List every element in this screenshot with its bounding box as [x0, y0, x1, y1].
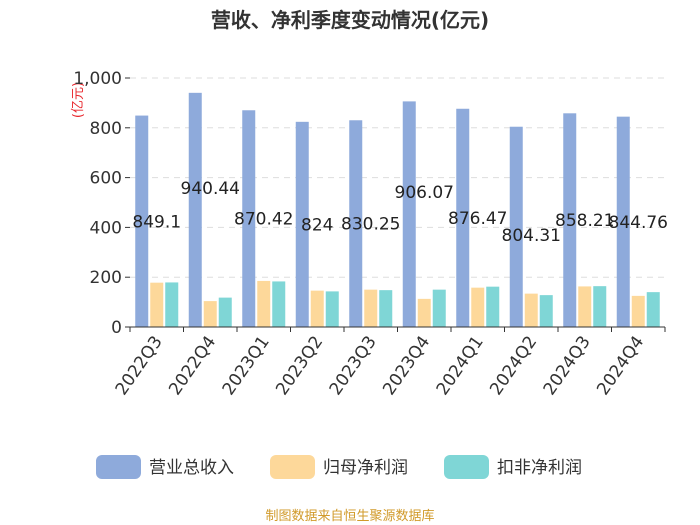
data-label: 849.1 [132, 212, 181, 232]
x-tick-label: 2023Q4 [379, 332, 434, 399]
bar-扣非净利润-2024Q4 [646, 292, 660, 327]
data-label: 830.25 [341, 215, 400, 235]
x-tick-label: 2023Q2 [272, 332, 327, 399]
x-tick-label: 2022Q4 [165, 332, 220, 399]
bar-扣非净利润-2024Q2 [539, 295, 553, 327]
bar-归母净利润-2023Q1 [257, 280, 271, 327]
data-label: 858.21 [555, 211, 614, 231]
x-tick-label: 2024Q3 [540, 332, 595, 399]
bars [135, 92, 660, 328]
data-label: 940.44 [181, 179, 240, 199]
x-tick-label: 2023Q3 [326, 332, 381, 399]
bar-归母净利润-2023Q2 [310, 290, 324, 327]
bar-营业总收入-2023Q2 [295, 121, 309, 327]
bar-营业总收入-2023Q1 [242, 110, 256, 328]
bar-扣非净利润-2023Q1 [272, 281, 286, 327]
y-tick-label: 800 [90, 119, 122, 139]
y-axis-unit: (亿元) [71, 82, 86, 118]
bar-营业总收入-2024Q2 [509, 126, 523, 327]
legend-item-营业总收入[interactable]: 营业总收入 [96, 455, 234, 479]
legend-swatch [96, 455, 141, 479]
bar-营业总收入-2022Q4 [188, 92, 202, 327]
bar-扣非净利润-2023Q4 [432, 289, 446, 327]
bar-营业总收入-2024Q1 [456, 108, 470, 327]
bar-扣非净利润-2022Q3 [165, 282, 179, 327]
x-tick-label: 2024Q1 [433, 332, 488, 399]
legend-swatch [270, 455, 315, 479]
bar-营业总收入-2022Q3 [135, 115, 149, 327]
bar-归母净利润-2023Q3 [364, 289, 378, 327]
bar-扣非净利润-2022Q4 [218, 297, 232, 327]
x-tick-label: 2024Q4 [593, 332, 648, 399]
x-tick-label: 2023Q1 [219, 332, 274, 399]
x-tick-label: 2022Q3 [112, 332, 167, 399]
data-label: 906.07 [395, 183, 454, 203]
legend-label: 营业总收入 [149, 458, 234, 478]
bar-营业总收入-2024Q3 [563, 113, 577, 327]
data-label: 844.76 [609, 213, 668, 233]
bar-归母净利润-2022Q3 [150, 282, 164, 327]
data-label: 824 [301, 215, 333, 235]
bar-扣非净利润-2024Q1 [486, 286, 500, 327]
x-axis-ticks: 2022Q32022Q42023Q12023Q22023Q32023Q42024… [112, 327, 666, 399]
bar-扣非净利润-2023Q3 [379, 290, 393, 327]
y-tick-label: 1,000 [73, 69, 122, 89]
legend-item-归母净利润[interactable]: 归母净利润 [270, 455, 408, 479]
bar-归母净利润-2022Q4 [203, 301, 217, 327]
bar-归母净利润-2024Q2 [524, 293, 538, 327]
bar-营业总收入-2023Q3 [349, 120, 363, 327]
bar-扣非净利润-2024Q3 [593, 286, 607, 327]
data-label: 804.31 [502, 226, 561, 246]
bar-营业总收入-2024Q4 [616, 116, 630, 328]
data-label: 876.47 [448, 209, 507, 229]
legend-item-扣非净利润[interactable]: 扣非净利润 [444, 455, 582, 479]
legend-swatch [444, 455, 489, 479]
bar-归母净利润-2024Q3 [578, 286, 592, 327]
bar-营业总收入-2023Q4 [402, 101, 416, 327]
legend-label: 扣非净利润 [497, 458, 582, 478]
y-tick-label: 600 [90, 169, 122, 189]
grid-lines [130, 77, 665, 278]
bar-归母净利润-2024Q4 [631, 295, 645, 327]
bar-扣非净利润-2023Q2 [325, 291, 339, 327]
x-tick-label: 2024Q2 [486, 332, 541, 399]
y-axis-ticks: 0 200 400 600 800 1,000 [73, 69, 130, 338]
legend[interactable]: 营业总收入 归母净利润 扣非净利润 [96, 455, 582, 479]
legend-label: 归母净利润 [323, 458, 408, 478]
data-label: 870.42 [234, 210, 293, 230]
y-tick-label: 400 [90, 218, 122, 238]
y-tick-label: 200 [90, 268, 122, 288]
bar-归母净利润-2023Q4 [417, 298, 431, 327]
y-tick-label: 0 [111, 318, 122, 338]
chart-title: 营收、净利季度变动情况(亿元) [211, 8, 489, 32]
source-note: 制图数据来自恒生聚源数据库 [265, 508, 434, 524]
bar-归母净利润-2024Q1 [471, 287, 485, 327]
